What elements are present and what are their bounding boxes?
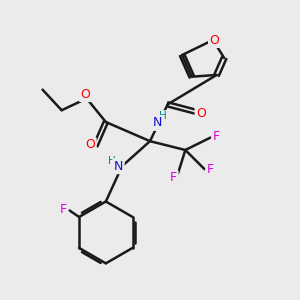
Text: O: O: [196, 107, 206, 120]
Text: O: O: [80, 88, 90, 100]
Text: F: F: [170, 172, 177, 184]
Text: O: O: [209, 34, 219, 46]
Text: N: N: [114, 160, 123, 173]
Text: F: F: [60, 203, 67, 216]
Text: F: F: [207, 163, 214, 176]
Text: H: H: [108, 156, 116, 166]
Text: H: H: [159, 111, 167, 122]
Text: O: O: [85, 139, 95, 152]
Text: N: N: [153, 116, 162, 129]
Text: F: F: [213, 130, 220, 143]
